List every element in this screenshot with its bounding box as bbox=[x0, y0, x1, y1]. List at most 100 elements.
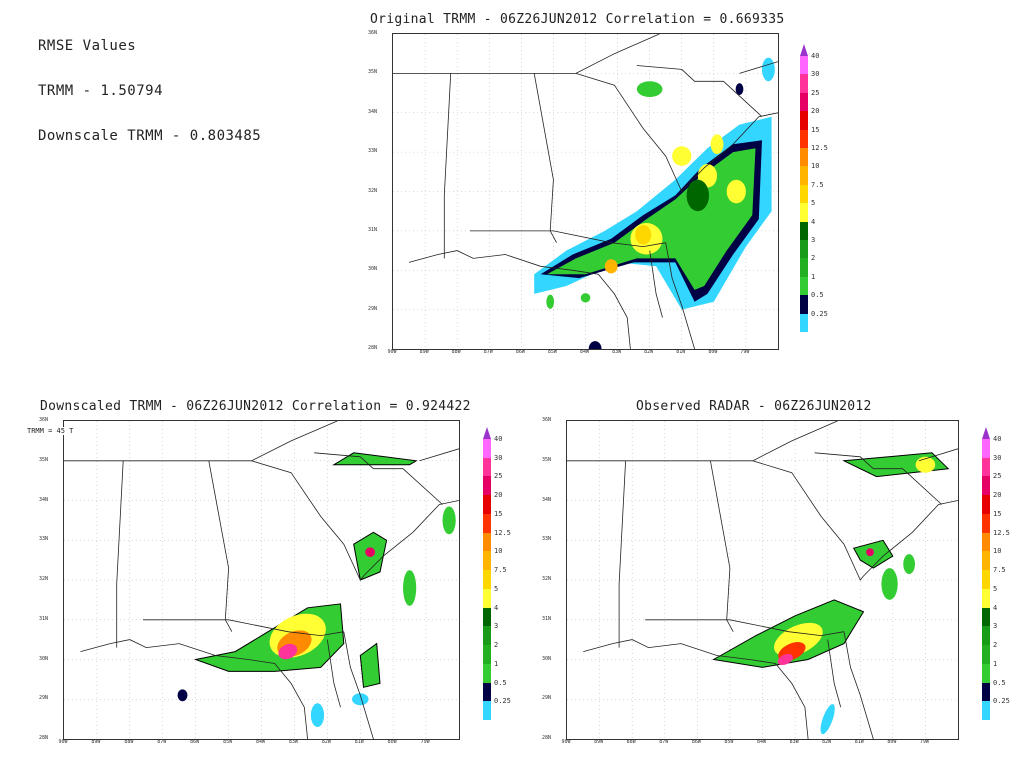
lon-tick-label: 84W bbox=[255, 739, 266, 745]
state-boundaries bbox=[393, 34, 778, 349]
colorbar-swatch bbox=[483, 626, 491, 646]
lat-tick-label: 31N bbox=[542, 615, 552, 622]
colorbar-tick-label: 25 bbox=[993, 472, 1002, 481]
colorbar-swatch bbox=[483, 457, 491, 477]
colorbar-downscaled: 40 30 25 20 15 12.5 10 7.5 5 4 3 2 1 0.5 0.25 bbox=[483, 427, 523, 732]
precip-contour bbox=[359, 642, 381, 688]
lon-tick-label: 82W bbox=[822, 739, 832, 745]
colorbar-swatch bbox=[483, 588, 491, 609]
colorbar-tick-label: 0.5 bbox=[494, 678, 507, 687]
lon-tick-label: 90W bbox=[561, 739, 571, 745]
rmse-downscale: Downscale TRMM - 0.803485 bbox=[38, 128, 262, 144]
lon-tick-label: 86W bbox=[691, 739, 701, 745]
lon-tick-label: 80W bbox=[887, 739, 897, 745]
lat-tick-label: 29N bbox=[542, 695, 552, 702]
lon-tick-label: 79W bbox=[420, 739, 430, 745]
colorbar-tick-label: 1 bbox=[993, 659, 998, 668]
colorbar-tick-label: 0.5 bbox=[811, 291, 824, 300]
map-svg bbox=[64, 421, 459, 739]
colorbar-tick-label: 40 bbox=[494, 435, 503, 443]
lat-tick-label: 30N bbox=[39, 655, 49, 662]
lon-tick-label: 88W bbox=[124, 739, 134, 745]
precip-cell bbox=[881, 568, 898, 600]
lat-tick-label: 34N bbox=[368, 108, 378, 115]
lon-tick-label: 81W bbox=[354, 739, 364, 745]
lon-tick-label: 84W bbox=[756, 739, 767, 745]
lat-tick-label: 29N bbox=[39, 695, 49, 702]
lon-tick-label: 88W bbox=[626, 739, 636, 745]
colorbar-tick-label: 0.25 bbox=[811, 309, 828, 318]
lat-tick-label: 32N bbox=[39, 576, 49, 582]
lat-tick-label: 32N bbox=[368, 187, 378, 194]
colorbar-tick-label: 40 bbox=[811, 52, 820, 60]
colorbar-swatch bbox=[800, 240, 808, 259]
colorbar-tick-label: 4 bbox=[494, 603, 499, 612]
colorbar-tick-label: 7.5 bbox=[494, 566, 507, 575]
lat-tick-label: 33N bbox=[39, 536, 49, 543]
colorbar-swatch bbox=[483, 701, 491, 721]
panel-title-downscaled: Downscaled TRMM - 06Z26JUN2012 Correlati… bbox=[40, 399, 471, 414]
colorbar-swatch bbox=[982, 476, 990, 496]
precip-cell bbox=[915, 456, 936, 473]
colorbar-swatch bbox=[483, 532, 491, 552]
colorbar-swatch bbox=[483, 645, 491, 665]
colorbar-swatch bbox=[982, 532, 990, 552]
colorbar-tick-label: 15 bbox=[494, 509, 503, 518]
colorbar-swatch bbox=[982, 626, 990, 646]
colorbar-tick-label: 20 bbox=[811, 107, 820, 116]
colorbar-swatch bbox=[800, 203, 808, 223]
precip-cell bbox=[352, 693, 369, 706]
precip-cell bbox=[672, 146, 692, 166]
colorbar-swatch bbox=[982, 682, 990, 702]
precip-cell bbox=[636, 81, 663, 97]
precip-cell bbox=[365, 547, 376, 557]
colorbar-swatch bbox=[800, 258, 808, 278]
precip-cell bbox=[604, 259, 618, 274]
colorbar-swatch bbox=[800, 56, 808, 75]
colorbar-bottom-arrow bbox=[800, 332, 808, 344]
colorbar-tick-label: 10 bbox=[494, 547, 503, 556]
colorbar-tick-label: 30 bbox=[494, 453, 503, 462]
colorbar-swatch bbox=[800, 184, 808, 204]
lon-tick-label: 89W bbox=[91, 739, 101, 745]
colorbar-swatch bbox=[982, 457, 990, 477]
lat-tick-label: 31N bbox=[39, 615, 49, 622]
colorbar-tick-label: 12.5 bbox=[993, 528, 1010, 537]
colorbar-swatch bbox=[483, 439, 491, 459]
precip-cell bbox=[820, 704, 835, 735]
colorbar-bottom-arrow bbox=[982, 720, 990, 732]
colorbar-swatch bbox=[982, 588, 990, 609]
colorbar-swatch bbox=[800, 111, 808, 131]
colorbar-swatch bbox=[483, 551, 491, 571]
panel-title-original: Original TRMM - 06Z26JUN2012 Correlation… bbox=[370, 12, 785, 27]
lat-tick-label: 31N bbox=[368, 226, 378, 233]
colorbar-original: 40 30 25 20 15 12.5 10 7.5 5 4 3 2 1 0.5 0.25 bbox=[800, 44, 840, 344]
colorbar-tick-label: 3 bbox=[811, 236, 816, 244]
colorbar-tick-label: 2 bbox=[993, 641, 998, 650]
colorbar-tick-label: 1 bbox=[494, 659, 499, 668]
precip-cell bbox=[866, 548, 874, 557]
lon-tick-label: 86W bbox=[515, 349, 525, 355]
colorbar-swatch bbox=[800, 148, 808, 167]
lat-tick-label: 35N bbox=[542, 456, 552, 463]
colorbar-swatch bbox=[982, 701, 990, 721]
lat-tick-label: 35N bbox=[368, 69, 378, 76]
downscaled-overlay-label: TRMM = 45 T bbox=[26, 427, 75, 435]
lon-tick-label: 85W bbox=[223, 739, 233, 745]
precip-cell bbox=[278, 643, 298, 660]
lat-tick-label: 29N bbox=[368, 305, 378, 312]
lat-tick-label: 36N bbox=[542, 417, 552, 423]
precip-cell bbox=[442, 506, 456, 535]
colorbar-swatch bbox=[982, 663, 990, 684]
colorbar-tick-label: 15 bbox=[811, 125, 820, 134]
colorbar-swatch bbox=[483, 495, 491, 515]
colorbar-tick-label: 15 bbox=[993, 509, 1002, 518]
precip-contour bbox=[332, 452, 418, 466]
lon-tick-label: 84W bbox=[579, 349, 590, 355]
colorbar-swatch bbox=[982, 551, 990, 571]
precip-cell bbox=[403, 570, 417, 606]
lon-tick-label: 90W bbox=[58, 739, 68, 745]
colorbar-tick-label: 10 bbox=[811, 162, 820, 171]
lon-tick-label: 89W bbox=[594, 739, 604, 745]
lon-tick-label: 83W bbox=[789, 739, 799, 745]
